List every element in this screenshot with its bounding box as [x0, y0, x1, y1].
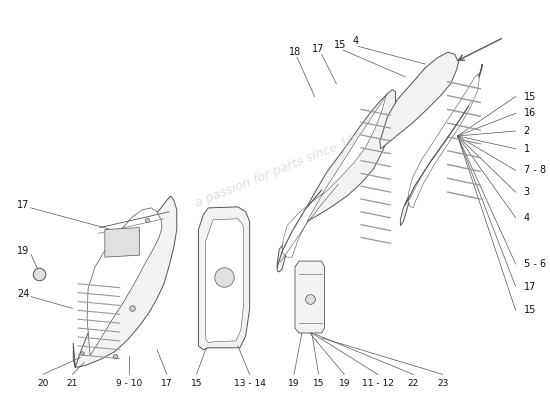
Text: 17: 17 — [312, 44, 325, 54]
Text: 15: 15 — [334, 40, 346, 50]
Text: 15: 15 — [191, 379, 202, 388]
Text: 2: 2 — [524, 126, 530, 136]
Polygon shape — [400, 64, 482, 226]
Polygon shape — [199, 207, 250, 350]
Text: 23: 23 — [437, 379, 448, 388]
Text: 20: 20 — [37, 379, 48, 388]
Polygon shape — [282, 94, 387, 257]
Polygon shape — [408, 74, 479, 208]
Text: 15: 15 — [524, 92, 536, 102]
Text: 17: 17 — [524, 282, 536, 292]
Text: 17: 17 — [161, 379, 173, 388]
Text: 19: 19 — [338, 379, 350, 388]
Text: 11 - 12: 11 - 12 — [362, 379, 394, 388]
Polygon shape — [379, 52, 459, 149]
Polygon shape — [73, 196, 177, 368]
Polygon shape — [277, 90, 395, 272]
Text: 19: 19 — [17, 246, 29, 256]
Polygon shape — [295, 261, 324, 333]
Text: 9 - 10: 9 - 10 — [117, 379, 142, 388]
Text: 18: 18 — [289, 47, 301, 57]
Text: 21: 21 — [67, 379, 78, 388]
Text: 7 - 8: 7 - 8 — [524, 166, 546, 176]
Text: 16: 16 — [524, 108, 536, 118]
Text: 17: 17 — [17, 200, 29, 210]
Text: 22: 22 — [408, 379, 419, 388]
Text: a passion for parts since 1985: a passion for parts since 1985 — [193, 127, 373, 210]
Polygon shape — [105, 228, 139, 257]
Text: 15: 15 — [313, 379, 324, 388]
Polygon shape — [205, 219, 244, 343]
Text: 19: 19 — [288, 379, 300, 388]
Text: 4: 4 — [524, 213, 530, 223]
Text: 24: 24 — [17, 288, 29, 298]
Text: 5 - 6: 5 - 6 — [524, 259, 546, 269]
Polygon shape — [87, 208, 162, 356]
Text: 15: 15 — [524, 305, 536, 315]
Text: 1: 1 — [524, 144, 530, 154]
Text: 3: 3 — [524, 187, 530, 197]
Text: 4: 4 — [353, 36, 359, 46]
Text: 13 - 14: 13 - 14 — [234, 379, 266, 388]
